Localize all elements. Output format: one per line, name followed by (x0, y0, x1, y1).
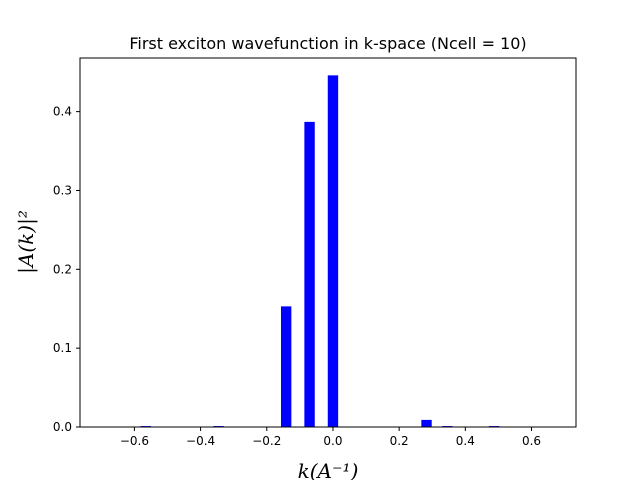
x-tick-label: 0.6 (522, 434, 541, 448)
bar (280, 306, 292, 427)
bar (327, 75, 339, 427)
plot-frame (79, 57, 577, 428)
bar (421, 419, 432, 427)
y-tick-label: 0.4 (53, 105, 72, 119)
y-tick-label: 0.3 (53, 183, 72, 197)
x-tick-label: −0.2 (252, 434, 281, 448)
y-tick-label: 0.0 (53, 420, 72, 434)
y-axis-label: |A(k)|² (14, 210, 39, 274)
bars-group (140, 75, 500, 428)
x-tick-label: −0.6 (120, 434, 149, 448)
y-tick-label: 0.1 (53, 341, 72, 355)
x-tick-label: −0.4 (186, 434, 215, 448)
x-axis-ticks: −0.6 −0.4 −0.2 0.0 0.2 0.4 0.6 (120, 427, 541, 448)
y-tick-label: 0.2 (53, 262, 72, 276)
chart-title: First exciton wavefunction in k-space (N… (129, 34, 526, 53)
bar (304, 121, 315, 428)
x-tick-label: 0.4 (456, 434, 475, 448)
y-axis-ticks: 0.0 0.1 0.2 0.3 0.4 (53, 105, 80, 434)
x-tick-label: 0.0 (323, 434, 342, 448)
x-axis-label: k(A⁻¹) (298, 459, 359, 480)
x-tick-label: 0.2 (390, 434, 409, 448)
